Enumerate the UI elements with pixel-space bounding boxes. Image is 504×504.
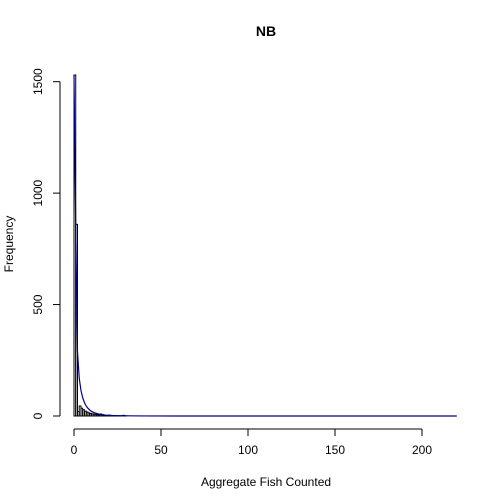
- y-tick-label: 500: [31, 294, 45, 314]
- fitted-density-curve: [73, 74, 457, 417]
- x-tick-label: 150: [325, 443, 345, 457]
- y-tick-label: 1000: [31, 179, 45, 206]
- x-tick-label: 200: [412, 443, 432, 457]
- x-tick-label: 0: [71, 443, 78, 457]
- y-tick-label: 0: [31, 412, 45, 419]
- x-tick-label: 50: [154, 443, 168, 457]
- y-axis-label: Frequency: [2, 216, 16, 273]
- x-axis-label: Aggregate Fish Counted: [201, 475, 331, 489]
- x-axis: 0 50 100 150 200: [71, 428, 432, 457]
- y-tick-label: 1500: [31, 68, 45, 95]
- y-axis: 0 500 1000 1500: [31, 68, 61, 419]
- x-tick-label: 100: [238, 443, 258, 457]
- histogram-bars: [73, 74, 127, 417]
- chart-title: NB: [256, 23, 276, 39]
